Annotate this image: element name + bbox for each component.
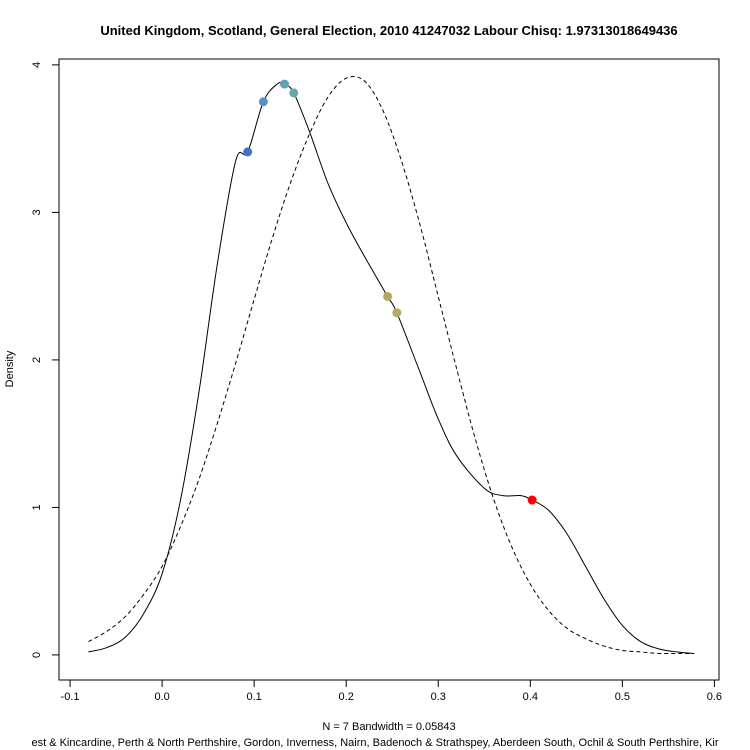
data-point xyxy=(258,97,268,107)
data-point xyxy=(392,308,402,318)
y-tick-label: 3 xyxy=(31,209,43,215)
chart-title: United Kingdom, Scotland, General Electi… xyxy=(100,23,677,38)
data-point xyxy=(383,291,393,301)
data-point xyxy=(280,79,290,89)
x-tick-label: 0.0 xyxy=(154,691,169,703)
series-layer xyxy=(88,75,695,655)
x-axis-sublabel: est & Kincardine, Perth & North Perthshi… xyxy=(31,737,718,749)
x-axis-label: N = 7 Bandwidth = 0.05843 xyxy=(322,721,455,733)
x-tick-label: 0.5 xyxy=(615,691,630,703)
x-tick-label: 0.2 xyxy=(339,691,354,703)
dashed-density-curve xyxy=(88,75,695,655)
x-tick-label: 0.6 xyxy=(707,691,722,703)
y-tick-label: 2 xyxy=(31,357,43,363)
x-tick-label: 0.4 xyxy=(523,691,538,703)
y-axis-label: Density xyxy=(4,350,16,387)
x-tick-label: 0.1 xyxy=(246,691,261,703)
solid-density-curve xyxy=(88,81,695,654)
x-tick-label: 0.3 xyxy=(431,691,446,703)
x-tick-label: -0.1 xyxy=(61,691,80,703)
data-point xyxy=(527,495,537,505)
y-tick-label: 1 xyxy=(31,504,43,510)
y-axis: 0 1 2 3 4 xyxy=(31,62,59,658)
points-layer xyxy=(243,79,537,505)
data-point xyxy=(243,147,253,157)
data-point xyxy=(289,88,299,98)
x-axis: -0.1 0.0 0.1 0.2 0.3 0.4 0.5 0.6 xyxy=(61,680,722,703)
y-tick-label: 0 xyxy=(31,652,43,658)
plot-frame xyxy=(58,58,720,681)
y-tick-label: 4 xyxy=(31,62,43,68)
